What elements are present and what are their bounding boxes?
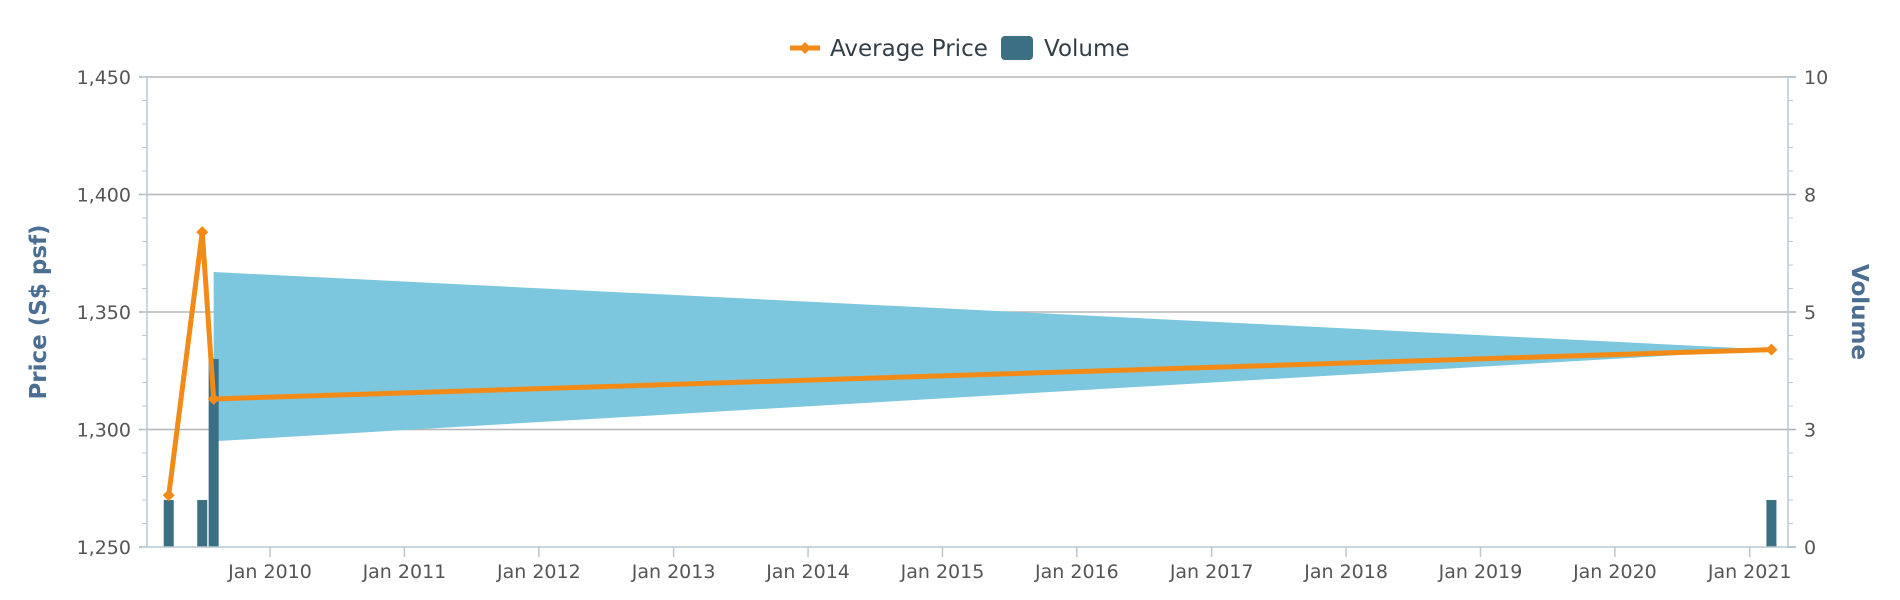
price-range-band	[213, 272, 1772, 442]
legend-label-average-price: Average Price	[830, 36, 988, 62]
x-tick-label: Jan 2019	[1438, 561, 1523, 583]
right-tick-label: 8	[1804, 185, 1816, 207]
x-tick-label: Jan 2010	[227, 561, 312, 583]
x-tick-label: Jan 2017	[1169, 561, 1254, 583]
volume-bars	[163, 359, 1777, 547]
volume-bar	[197, 500, 208, 547]
average-price-point	[207, 392, 220, 405]
average-price-series	[162, 226, 1778, 502]
average-price-line	[166, 229, 1772, 496]
average-price-point	[196, 226, 209, 239]
x-tick-label: Jan 2016	[1034, 561, 1119, 583]
x-tick-label: Jan 2018	[1303, 561, 1388, 583]
volume-bar	[163, 500, 174, 547]
legend-label-volume: Volume	[1044, 36, 1130, 62]
x-tick-label: Jan 2011	[362, 561, 447, 583]
x-tick-label: Jan 2020	[1572, 561, 1657, 583]
volume-bar	[208, 359, 219, 547]
axes: 1,250 1,300 1,350 1,400 1,450 0 3 5 8 10 Jan 2010 J…	[77, 67, 1829, 583]
right-tick-label: 5	[1804, 302, 1816, 324]
x-tick-label: Jan 2013	[631, 561, 716, 583]
right-tick-label: 3	[1804, 420, 1816, 442]
x-tick-label: Jan 2021	[1707, 561, 1792, 583]
x-tick-label: Jan 2015	[900, 561, 985, 583]
left-tick-label: 1,250	[77, 537, 131, 559]
right-tick-label: 10	[1804, 67, 1828, 89]
legend-price-diamond-icon	[799, 42, 811, 54]
legend[interactable]: Average Price Volume	[790, 36, 1130, 62]
legend-volume-square-icon	[1001, 36, 1033, 60]
average-price-point	[162, 489, 175, 502]
x-tick-label: Jan 2012	[496, 561, 581, 583]
price-range-area	[213, 272, 1772, 442]
right-tick-label: 0	[1804, 537, 1816, 559]
average-price-point	[1765, 343, 1778, 356]
left-axis-title: Price (S$ psf)	[26, 224, 52, 399]
x-tick-label: Jan 2014	[765, 561, 850, 583]
right-axis-title: Volume	[1846, 264, 1872, 360]
left-tick-label: 1,400	[77, 185, 131, 207]
left-tick-label: 1,300	[77, 420, 131, 442]
left-tick-label: 1,450	[77, 67, 131, 89]
volume-bar	[1766, 500, 1777, 547]
left-tick-label: 1,350	[77, 302, 131, 324]
